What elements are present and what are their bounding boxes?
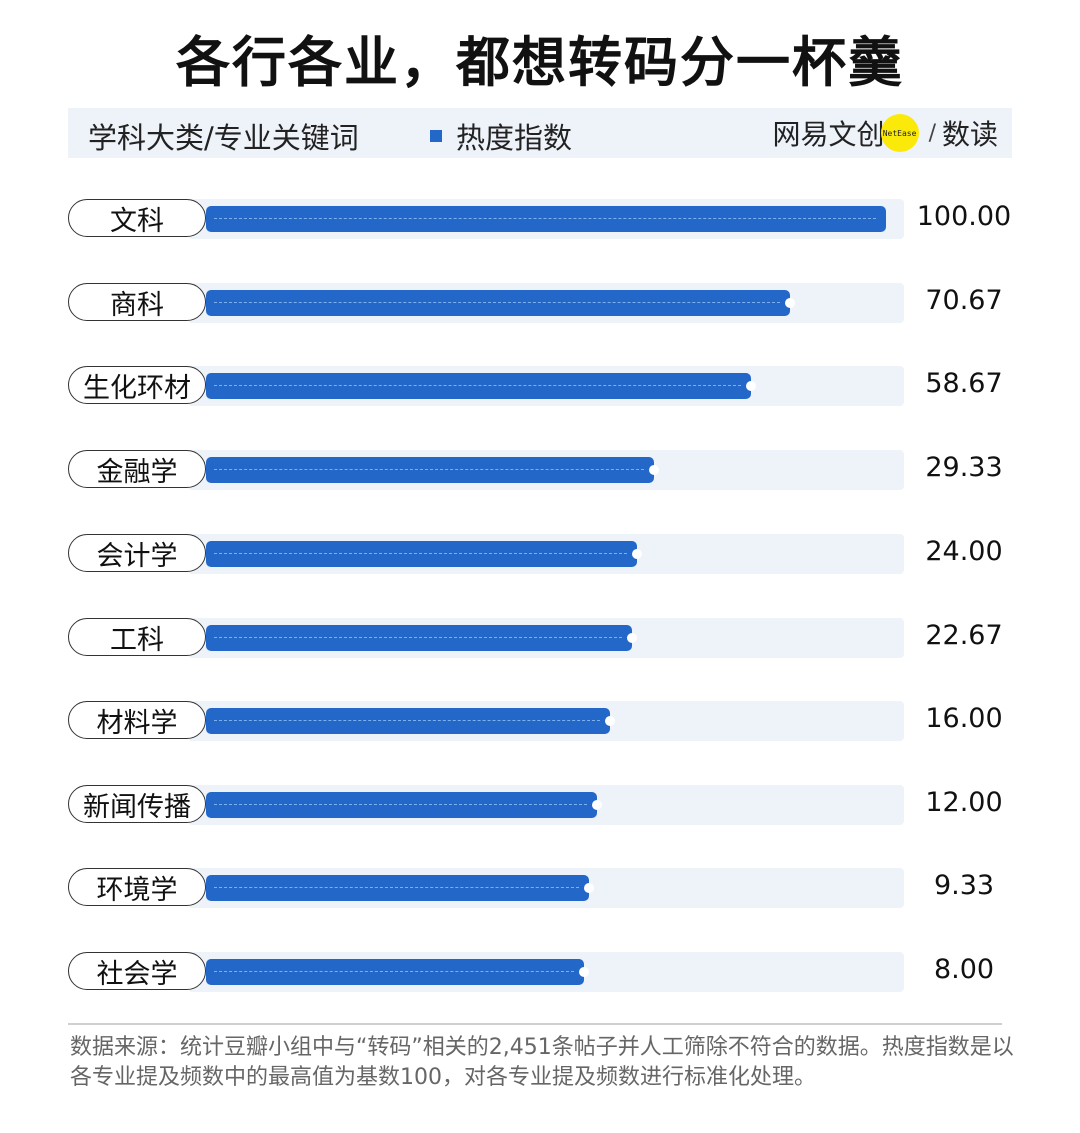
footer-divider xyxy=(68,1023,1002,1025)
value-label: 29.33 xyxy=(925,452,1003,483)
bar-dash-line xyxy=(214,637,622,638)
legend: 热度指数 xyxy=(430,115,572,157)
bar-dash-line xyxy=(214,385,741,386)
bar-dash-line xyxy=(214,218,876,219)
value-label: 70.67 xyxy=(925,285,1003,316)
bar-dash-line xyxy=(214,720,600,721)
bar-dash-line xyxy=(214,804,587,805)
bar-notch-icon xyxy=(592,800,602,810)
category-label: 材料学 xyxy=(68,701,206,739)
bar-dash-line xyxy=(214,553,627,554)
brand-separator: / xyxy=(928,120,936,146)
bar-notch-icon xyxy=(579,967,589,977)
bar-dash-line xyxy=(214,302,780,303)
category-label: 工科 xyxy=(68,618,206,656)
category-label: 社会学 xyxy=(68,952,206,990)
netease-badge-icon: NetEase xyxy=(880,114,919,152)
chart-title: 各行各业，都想转码分一杯羹 xyxy=(176,31,904,94)
bar-row: 环境学 9.33 xyxy=(68,868,1012,908)
value-bar xyxy=(206,959,589,985)
value-label: 22.67 xyxy=(925,620,1003,651)
bar-notch-icon xyxy=(627,633,637,643)
value-bar xyxy=(206,708,615,734)
bar-dash-line xyxy=(214,469,644,470)
bar-notch-icon xyxy=(584,883,594,893)
category-label: 新闻传播 xyxy=(68,785,206,823)
bar-dash-line xyxy=(214,887,579,888)
category-label: 环境学 xyxy=(68,868,206,906)
legend-swatch-icon xyxy=(430,130,442,142)
bar-row: 文科 100.00 xyxy=(68,199,1012,239)
category-label: 生化环材 xyxy=(68,366,206,404)
value-label: 12.00 xyxy=(925,787,1003,818)
brand-logo: 网易文创 NetEase / 数读 xyxy=(773,114,998,152)
value-bar xyxy=(206,457,659,483)
value-bar xyxy=(206,290,795,316)
bar-dash-line xyxy=(214,971,574,972)
brand-name: 网易文创 xyxy=(772,118,885,151)
value-bar xyxy=(206,206,886,232)
value-label: 9.33 xyxy=(933,870,995,901)
value-label: 100.00 xyxy=(916,201,1012,232)
bar-notch-icon xyxy=(785,298,795,308)
value-label: 8.00 xyxy=(933,954,995,985)
bar-notch-icon xyxy=(649,465,659,475)
bar-row: 生化环材 58.67 xyxy=(68,366,1012,406)
bar-notch-icon xyxy=(605,716,615,726)
legend-label: 热度指数 xyxy=(456,121,573,155)
brand-section: 数读 xyxy=(941,118,998,151)
bar-row: 金融学 29.33 xyxy=(68,450,1012,490)
bar-row: 新闻传播 12.00 xyxy=(68,785,1012,825)
category-label: 文科 xyxy=(68,199,206,237)
category-label: 金融学 xyxy=(68,450,206,488)
value-bar xyxy=(206,625,637,651)
bar-row: 工科 22.67 xyxy=(68,618,1012,658)
bar-row: 会计学 24.00 xyxy=(68,534,1012,574)
bar-row: 材料学 16.00 xyxy=(68,701,1012,741)
bar-notch-icon xyxy=(746,381,756,391)
value-bar xyxy=(206,875,594,901)
chart-header: 学科大类/专业关键词 热度指数 网易文创 NetEase / 数读 xyxy=(68,108,1012,158)
source-note: 数据来源：统计豆瓣小组中与“转码”相关的2,451条帖子并人工筛除不符合的数据。… xyxy=(70,1035,1014,1090)
value-bar xyxy=(206,541,642,567)
value-bar xyxy=(206,373,756,399)
category-label: 会计学 xyxy=(68,534,206,572)
value-label: 24.00 xyxy=(925,536,1003,567)
value-label: 16.00 xyxy=(925,703,1003,734)
bar-notch-icon xyxy=(632,549,642,559)
value-bar xyxy=(206,792,602,818)
value-label: 58.67 xyxy=(925,368,1003,399)
category-label: 商科 xyxy=(68,283,206,321)
category-axis-label: 学科大类/专业关键词 xyxy=(88,121,359,155)
bar-row: 商科 70.67 xyxy=(68,283,1012,323)
bar-row: 社会学 8.00 xyxy=(68,952,1012,992)
